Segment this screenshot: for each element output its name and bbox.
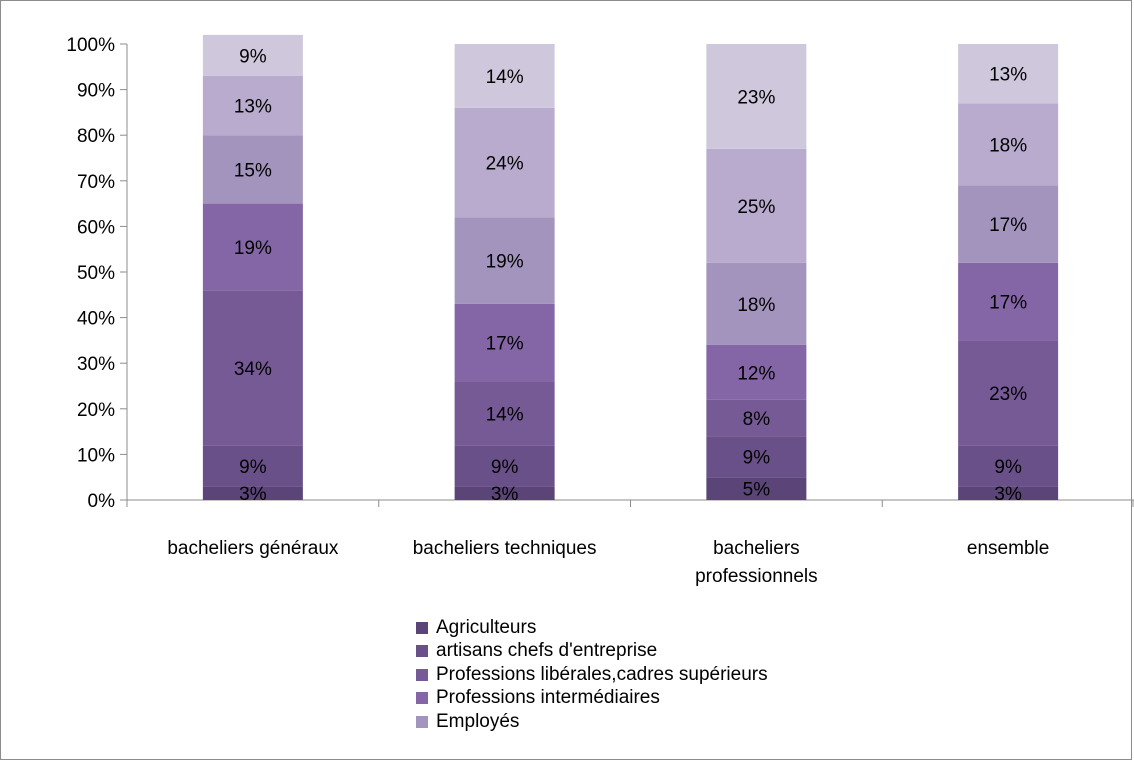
bar-segment — [706, 148, 807, 263]
legend-label: Professions intermédiaires — [436, 687, 660, 709]
data-label: 25% — [737, 197, 775, 218]
legend-item: Professions intermédiaires — [416, 687, 768, 711]
bar-segment — [202, 75, 303, 136]
y-tick-label: 0% — [88, 491, 116, 512]
data-label: 23% — [989, 384, 1027, 405]
data-label: 18% — [737, 295, 775, 316]
legend-swatch — [416, 668, 428, 681]
legend-swatch — [416, 621, 428, 634]
bar-segment — [202, 486, 303, 500]
bar-segment — [202, 445, 303, 487]
x-category-label: bacheliers — [713, 538, 800, 559]
legend-label: Agriculteurs — [436, 616, 537, 638]
data-label: 9% — [239, 46, 267, 67]
y-tick-label: 80% — [77, 126, 115, 147]
legend: Agriculteurs artisans chefs d'entreprise P… — [416, 616, 768, 734]
legend-item: Agriculteurs — [416, 616, 768, 640]
x-category-label: ensemble — [967, 538, 1049, 559]
bar-segment — [706, 262, 807, 345]
bar-segment — [706, 399, 807, 437]
legend-swatch — [416, 715, 428, 728]
bar-segment — [454, 217, 555, 304]
data-label: 17% — [989, 293, 1027, 314]
data-label: 19% — [486, 252, 524, 273]
bar-segment — [706, 44, 807, 149]
y-tick-label: 10% — [77, 445, 115, 466]
y-tick-label: 60% — [77, 217, 115, 238]
bar-segment — [958, 103, 1059, 186]
bar-segment — [706, 344, 807, 400]
bar-segment — [958, 44, 1059, 104]
legend-item: Employés — [416, 710, 768, 734]
data-label: 9% — [239, 457, 267, 478]
y-tick-label: 70% — [77, 172, 115, 193]
legend-swatch — [416, 645, 428, 658]
data-label: 9% — [743, 448, 771, 469]
data-label: 14% — [486, 67, 524, 88]
data-label: 24% — [486, 154, 524, 175]
data-label: 15% — [234, 160, 272, 181]
x-category-label: bacheliers techniques — [413, 538, 597, 559]
data-label: 34% — [234, 359, 272, 380]
bar-segment — [454, 445, 555, 487]
data-label: 3% — [994, 484, 1022, 505]
bar-segment — [202, 34, 303, 76]
bar-segment — [454, 486, 555, 500]
bar-segment — [454, 381, 555, 446]
data-label: 8% — [743, 409, 771, 430]
data-label: 13% — [989, 65, 1027, 86]
bar-segment — [706, 436, 807, 478]
x-category-label: bacheliers généraux — [167, 538, 339, 559]
data-label: 12% — [737, 363, 775, 384]
data-label: 3% — [239, 484, 267, 505]
bar-segment — [958, 445, 1059, 487]
data-label: 18% — [989, 135, 1027, 156]
legend-item: Professions libérales,cadres supérieurs — [416, 663, 768, 687]
data-label: 19% — [234, 238, 272, 259]
legend-label: Employés — [436, 710, 520, 732]
bar-segment — [202, 290, 303, 446]
data-label: 9% — [491, 457, 519, 478]
data-label: 14% — [486, 404, 524, 425]
data-label: 17% — [486, 334, 524, 355]
data-label: 3% — [491, 484, 519, 505]
bar-segment — [958, 185, 1059, 263]
data-label: 5% — [743, 480, 771, 501]
data-label: 17% — [989, 215, 1027, 236]
bar-segment — [958, 262, 1059, 341]
y-tick-label: 40% — [77, 309, 115, 330]
y-tick-label: 20% — [77, 400, 115, 421]
bar-segment — [958, 340, 1059, 446]
data-label: 23% — [737, 87, 775, 108]
bar-segment — [454, 107, 555, 218]
legend-label: Professions libérales,cadres supérieurs — [436, 663, 768, 685]
y-tick-label: 30% — [77, 354, 115, 375]
bar-segment — [202, 135, 303, 204]
bar-segment — [706, 477, 807, 500]
bar-segment — [454, 44, 555, 108]
legend-label: artisans chefs d'entreprise — [436, 640, 658, 662]
data-label: 9% — [994, 457, 1022, 478]
x-category-label: professionnels — [695, 566, 818, 587]
legend-swatch — [416, 692, 428, 705]
y-tick-label: 100% — [66, 35, 115, 56]
y-tick-label: 50% — [77, 263, 115, 284]
y-tick-label: 90% — [77, 81, 115, 102]
bar-segment — [958, 486, 1059, 500]
bar-segment — [454, 303, 555, 382]
legend-item: artisans chefs d'entreprise — [416, 640, 768, 664]
data-label: 13% — [234, 97, 272, 118]
bar-segment — [202, 203, 303, 291]
